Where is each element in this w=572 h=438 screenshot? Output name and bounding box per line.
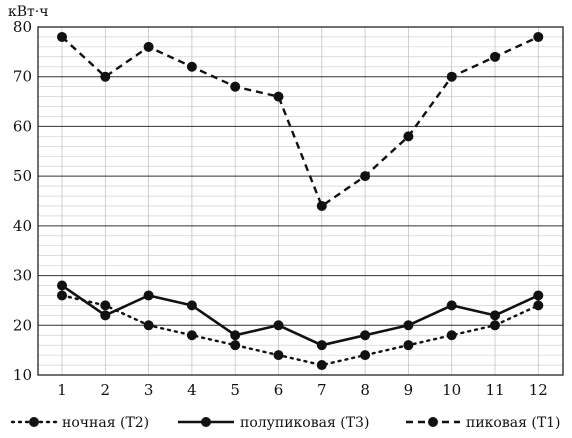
data-point	[230, 330, 241, 341]
data-point	[57, 31, 67, 42]
legend-item-1: ночная (T2)	[10, 415, 149, 431]
legend-label: полупиковая (T3)	[240, 415, 369, 431]
data-point	[403, 320, 414, 331]
data-point	[57, 290, 67, 301]
x-tick-label: 7	[317, 381, 327, 399]
data-point	[273, 350, 284, 361]
y-tick-label: 30	[13, 267, 32, 285]
data-point	[360, 171, 371, 182]
y-tick-label: 20	[13, 316, 32, 334]
legend: ночная (T2) полупиковая (T3) пиковая (T1)	[10, 415, 561, 431]
y-tick-label: 10	[13, 366, 32, 384]
data-point	[316, 360, 327, 371]
x-tick-label: 1	[57, 381, 67, 399]
data-point	[533, 31, 544, 42]
data-point	[100, 310, 111, 321]
series-3	[57, 31, 544, 211]
x-tick-label: 9	[404, 381, 414, 399]
y-tick-label: 80	[13, 18, 32, 36]
series-2	[57, 280, 544, 351]
data-point	[273, 91, 284, 102]
series-layer	[57, 31, 544, 371]
data-point	[360, 330, 371, 341]
legend-label: ночная (T2)	[62, 415, 149, 431]
y-tick-label: 40	[13, 217, 32, 235]
data-point	[143, 41, 154, 52]
legend-item-3: пиковая (T1)	[406, 415, 561, 431]
y-axis-unit-label: кВт·ч	[8, 4, 49, 20]
data-point	[230, 81, 241, 92]
data-point	[360, 350, 371, 361]
x-tick-label: 3	[144, 381, 154, 399]
data-point	[490, 310, 500, 321]
data-point	[230, 340, 241, 351]
data-point	[186, 330, 197, 341]
data-point	[316, 200, 327, 211]
data-point	[446, 300, 457, 311]
data-point	[100, 300, 111, 311]
data-point	[490, 320, 500, 331]
x-tick-label: 5	[230, 381, 240, 399]
x-tick-label: 11	[485, 381, 504, 399]
x-tick-label: 4	[187, 381, 197, 399]
data-point	[533, 300, 544, 311]
data-point	[446, 71, 457, 82]
y-tick-label: 70	[13, 68, 32, 86]
x-tick-label: 2	[101, 381, 111, 399]
series-line	[60, 294, 540, 367]
legend-item-2: полупиковая (T3)	[178, 415, 369, 431]
data-point	[57, 280, 67, 291]
series-line	[61, 284, 539, 347]
y-tick-label: 60	[13, 117, 32, 135]
data-point	[273, 320, 284, 331]
plot-frame	[37, 26, 564, 376]
legend-marker	[201, 417, 211, 427]
data-point	[186, 300, 197, 311]
data-point	[403, 131, 414, 142]
data-point	[316, 340, 327, 351]
data-point	[403, 340, 414, 351]
legend-label: пиковая (T1)	[466, 415, 561, 431]
data-point	[186, 61, 197, 72]
series-line	[61, 35, 539, 208]
x-tick-label: 10	[442, 381, 461, 399]
data-point	[100, 71, 111, 82]
data-point	[490, 51, 500, 62]
grid	[38, 26, 563, 376]
x-tick-label: 12	[529, 381, 548, 399]
data-point	[533, 290, 544, 301]
legend-marker	[428, 417, 438, 427]
x-tick-label: 8	[360, 381, 370, 399]
x-tick-label: 6	[274, 381, 284, 399]
y-tick-label: 50	[13, 167, 32, 185]
data-point	[446, 330, 457, 341]
series-1	[57, 290, 544, 371]
data-point	[143, 290, 154, 301]
data-point	[143, 320, 154, 331]
legend-marker	[29, 417, 39, 427]
